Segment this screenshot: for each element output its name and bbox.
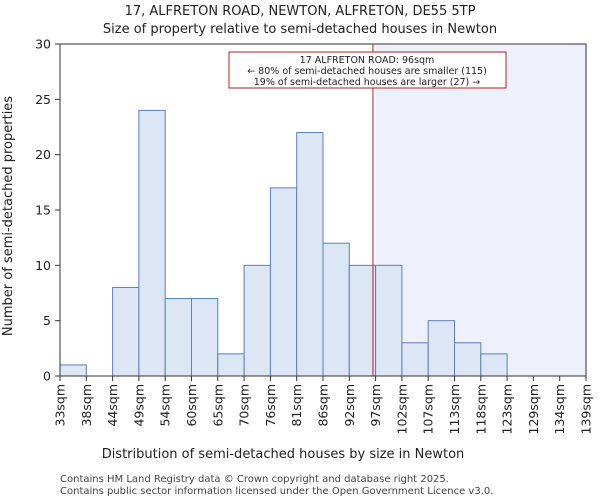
- x-tick-label: 139sqm: [579, 384, 594, 434]
- x-axis-label: Distribution of semi-detached houses by …: [102, 447, 465, 462]
- x-tick-label: 65sqm: [210, 384, 225, 427]
- annotation-line-2: ← 80% of semi-detached houses are smalle…: [247, 66, 487, 77]
- x-axis: 33sqm 38sqm 44sqm 49sqm 54sqm 60sqm 65sqm 70sqm…: [53, 376, 594, 434]
- x-tick-label: 107sqm: [421, 384, 436, 434]
- bar-70sqm: [243, 264, 271, 377]
- x-tick-label: 134sqm: [552, 384, 567, 434]
- y-tick-label: 20: [35, 147, 51, 162]
- annotation-line-1: 17 ALFRETON ROAD: 96sqm: [300, 55, 435, 66]
- bar-76sqm: [269, 187, 298, 377]
- bars-group: [59, 109, 508, 377]
- bar-107sqm: [427, 320, 456, 377]
- x-tick-label: 86sqm: [316, 384, 331, 427]
- y-tick-label: 25: [35, 92, 51, 107]
- x-tick-label: 81sqm: [289, 384, 304, 427]
- y-axis-label: Number of semi-detached properties: [1, 96, 16, 336]
- bar-44sqm: [112, 286, 140, 377]
- larger-houses-region: [375, 44, 586, 376]
- x-tick-label: 33sqm: [53, 384, 68, 427]
- annotation-box: 17 ALFRETON ROAD: 96sqm ← 80% of semi-de…: [228, 51, 507, 89]
- bar-54sqm: [164, 298, 192, 377]
- bar-92sqm: [348, 264, 377, 377]
- x-tick-label: 118sqm: [473, 384, 488, 434]
- x-tick-label: 70sqm: [237, 384, 252, 427]
- x-tick-label: 60sqm: [184, 384, 199, 427]
- bar-97sqm: [375, 264, 403, 377]
- x-tick-label: 113sqm: [447, 384, 462, 434]
- bar-113sqm: [454, 342, 482, 377]
- y-axis: 0 5 10 15 20 25 30: [35, 37, 60, 384]
- x-tick-label: 123sqm: [500, 384, 515, 434]
- x-tick-label: 129sqm: [526, 384, 541, 434]
- x-tick-label: 97sqm: [368, 384, 383, 427]
- x-tick-label: 38sqm: [79, 384, 94, 427]
- plot-frame: [59, 43, 587, 377]
- x-tick-label: 54sqm: [158, 384, 173, 427]
- bar-118sqm: [480, 353, 508, 377]
- footer-line-1: Contains HM Land Registry data © Crown c…: [60, 474, 449, 485]
- x-tick-label: 49sqm: [131, 384, 146, 427]
- x-tick-label: 76sqm: [263, 384, 278, 427]
- bar-33sqm: [59, 364, 87, 377]
- bar-65sqm: [217, 353, 245, 377]
- chart-title: 17, ALFRETON ROAD, NEWTON, ALFRETON, DE5…: [125, 4, 476, 19]
- x-tick-label: 92sqm: [342, 384, 357, 427]
- annotation-line-3: 19% of semi-detached houses are larger (…: [254, 77, 481, 88]
- bar-49sqm: [138, 109, 166, 377]
- y-tick-label: 0: [43, 369, 51, 384]
- chart-subtitle: Size of property relative to semi-detach…: [103, 22, 497, 37]
- footer-line-2: Contains public sector information licen…: [60, 486, 493, 497]
- bar-86sqm: [322, 242, 350, 377]
- bar-81sqm: [296, 132, 324, 377]
- annotation-frame: [228, 51, 507, 89]
- y-tick-label: 15: [35, 203, 51, 218]
- bar-102sqm: [401, 342, 429, 377]
- x-tick-label: 102sqm: [394, 384, 409, 434]
- bar-60sqm: [191, 298, 219, 377]
- y-tick-label: 10: [35, 258, 51, 273]
- y-tick-label: 30: [35, 37, 51, 52]
- x-tick-label: 44sqm: [105, 384, 120, 427]
- y-tick-label: 5: [43, 313, 51, 328]
